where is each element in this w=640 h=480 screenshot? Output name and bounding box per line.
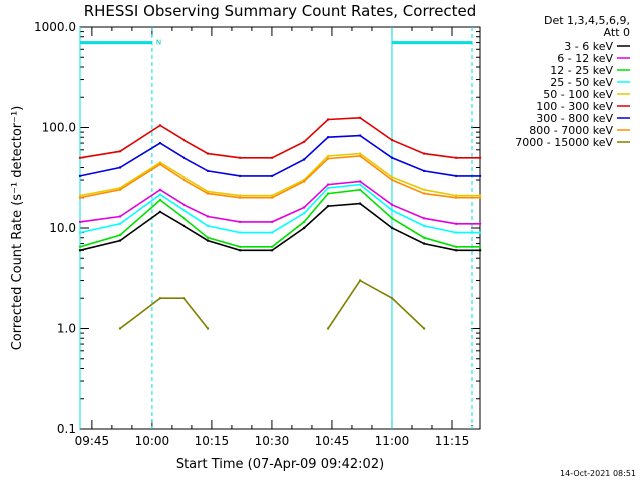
series-line: [79, 134, 481, 177]
x-axis-label: Start Time (07-Apr-09 09:42:02): [176, 457, 384, 472]
x-tick-label: 10:30: [255, 434, 290, 448]
legend-label: 300 - 800 keV: [536, 112, 613, 125]
legend-header-line-1: Det 1,3,4,5,6,9,: [544, 14, 630, 27]
series-group: [78, 154, 482, 199]
legend-label: 6 - 12 keV: [557, 52, 613, 65]
axis-ticks: 0.1 1.0 10.0 100.0 1000.0 09:45 10:00 10:15 10:3…: [34, 20, 480, 448]
series-group: [78, 183, 482, 234]
x-tick-label: 11:15: [435, 434, 470, 448]
series-line: [79, 116, 481, 159]
y-tick-label: 1000.0: [34, 20, 76, 34]
x-tick-label: 10:00: [135, 434, 170, 448]
legend-label: 100 - 300 keV: [536, 100, 613, 113]
series-group: [78, 134, 482, 178]
series-line: [79, 202, 481, 252]
series-group: [78, 180, 482, 225]
series-line: [79, 180, 481, 225]
legend-label: 3 - 6 keV: [564, 40, 613, 53]
annotation-label: N: [156, 39, 161, 47]
legend-label: 12 - 25 keV: [550, 64, 613, 77]
legend-label: 25 - 50 keV: [550, 76, 613, 89]
y-tick-label: 1.0: [57, 322, 76, 336]
series-line: [79, 152, 481, 197]
y-tick-label: 0.1: [57, 422, 76, 436]
footer-date: 14-Oct-2021 08:51: [560, 469, 636, 478]
legend-label: 50 - 100 keV: [543, 88, 613, 101]
y-tick-label: 100.0: [42, 121, 76, 135]
y-axis-label: Corrected Count Rate (s⁻¹ detector⁻¹): [10, 106, 25, 351]
series-line: [79, 155, 481, 199]
legend-label: 7000 - 15000 keV: [515, 136, 613, 149]
x-tick-label: 10:45: [315, 434, 350, 448]
series-line: [119, 279, 425, 330]
series-line: [79, 183, 481, 234]
legend-label: 800 - 7000 keV: [529, 124, 613, 137]
series-line: [79, 188, 481, 248]
series-layer: [78, 116, 482, 330]
x-tick-label: 11:00: [375, 434, 410, 448]
series-group: [118, 279, 426, 330]
series-group: [78, 202, 482, 252]
series-group: [78, 188, 482, 248]
series-group: [78, 116, 482, 159]
x-tick-label: 09:45: [75, 434, 110, 448]
chart-title: RHESSI Observing Summary Count Rates, Co…: [84, 2, 477, 20]
series-group: [78, 152, 482, 197]
y-tick-label: 10.0: [49, 221, 76, 235]
x-tick-label: 10:15: [195, 434, 230, 448]
legend-header-line-2: Att 0: [604, 26, 630, 39]
